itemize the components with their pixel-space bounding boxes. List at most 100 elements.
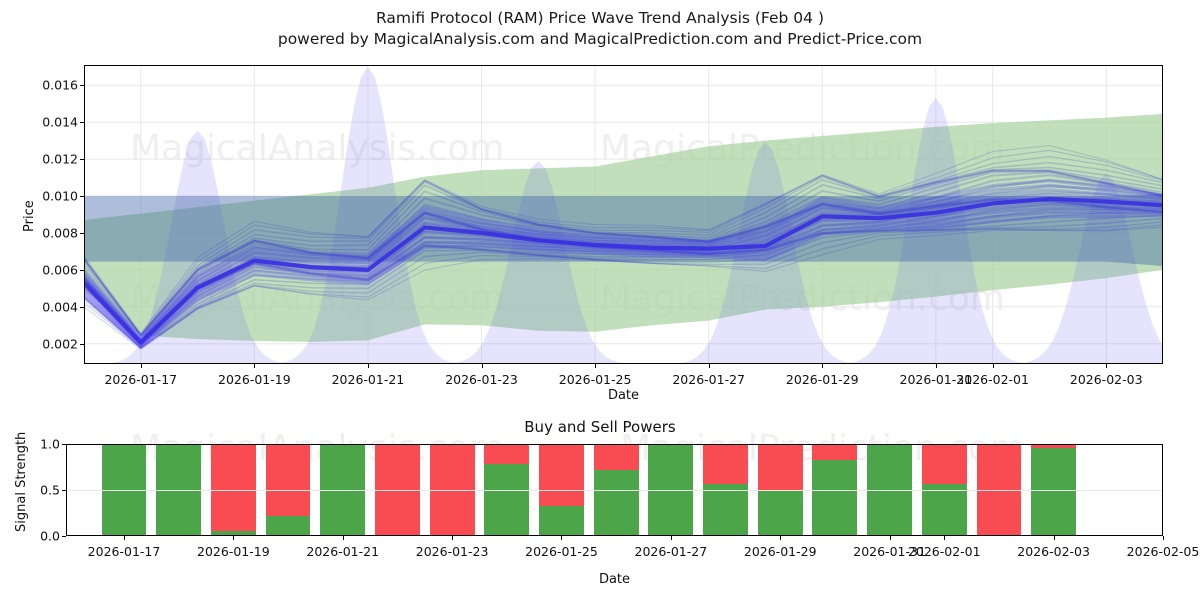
price-x-tick-mark [1106, 364, 1108, 368]
price-x-tick-mark [367, 364, 369, 368]
price-x-tick-label: 2026-02-01 [956, 372, 1029, 387]
price-plot-area [84, 65, 1163, 364]
bar-stack[interactable] [265, 444, 311, 536]
buy-sell-x-tick-mark [342, 536, 344, 540]
sell-power-segment [1031, 444, 1077, 448]
price-x-axis-title: Date [607, 388, 640, 403]
buy-sell-x-tick-label: 2026-01-25 [525, 544, 598, 559]
bar-stack[interactable] [757, 444, 803, 536]
buy-sell-title: Buy and Sell Powers [524, 418, 676, 436]
price-x-tick-label: 2026-02-03 [1069, 372, 1143, 387]
price-x-tick-label: 2026-01-17 [104, 372, 178, 387]
price-x-tick-mark [822, 364, 824, 368]
price-y-tick-label: 0.004 [42, 299, 78, 315]
buy-sell-x-tick-label: 2026-01-27 [634, 544, 708, 559]
price-wave-chart: MagicalAnalysis.com MagicalPrediction.co… [22, 65, 1163, 403]
price-x-tick-mark [992, 364, 994, 368]
price-x-tick-mark [481, 364, 483, 368]
price-x-tick-label: 2026-01-23 [445, 372, 518, 387]
buy-power-segment [593, 469, 639, 536]
price-y-tick-label: 0.014 [42, 114, 78, 130]
buy-power-segment [210, 531, 256, 536]
sell-power-segment [593, 444, 639, 470]
sell-power-segment [539, 444, 584, 506]
price-plot-frame [84, 65, 1163, 364]
price-x-tick-mark [595, 364, 597, 368]
buy-sell-x-tick-label: 2026-01-17 [87, 544, 161, 559]
buy-sell-x-tick-mark [1053, 536, 1055, 540]
sell-power-segment [265, 444, 311, 516]
price-y-tick-label: 0.002 [42, 336, 78, 352]
buy-sell-x-tick-mark [780, 536, 782, 540]
buy-sell-gridline [66, 490, 1163, 491]
buy-sell-x-tick-mark [944, 536, 946, 540]
price-x-tick-mark [254, 364, 256, 368]
buy-power-segment [812, 459, 858, 536]
buy-sell-x-tick-mark [561, 536, 563, 540]
buy-sell-x-tick-label: 2026-01-23 [415, 544, 489, 559]
sell-power-segment [921, 444, 967, 485]
buy-sell-plot-frame [66, 444, 1163, 536]
buy-sell-x-tick-label: 2026-02-01 [907, 544, 981, 559]
buy-sell-x-tick-mark [124, 536, 125, 540]
buy-sell-x-tick-mark [1163, 536, 1164, 540]
price-x-tick-label: 2026-01-29 [785, 372, 859, 387]
bar-stack[interactable] [539, 444, 584, 536]
price-y-tick-mark [80, 159, 84, 161]
bar-stack[interactable] [484, 444, 530, 536]
price-y-tick-mark [80, 122, 84, 124]
price-x-tick-mark [140, 364, 142, 368]
price-y-tick-mark [80, 343, 84, 345]
buy-sell-powers-chart: Buy and Sell Powers MagicalAnalysis.com … [0, 400, 1200, 600]
bar-stack[interactable] [210, 444, 256, 536]
price-x-tick-mark [708, 364, 710, 368]
buy-sell-y-tick-label: 1.0 [40, 436, 60, 452]
buy-sell-y-tick-mark [62, 536, 66, 537]
bar-stack[interactable] [703, 444, 748, 536]
buy-power-segment [921, 484, 967, 536]
buy-sell-x-tick-mark [889, 536, 891, 540]
price-y-axis-title: Price [22, 200, 37, 232]
page-title: Ramifi Protocol (RAM) Price Wave Trend A… [375, 9, 824, 27]
buy-power-segment [484, 464, 530, 536]
sell-power-segment [210, 444, 256, 532]
buy-sell-x-tick-mark [670, 536, 672, 540]
buy-sell-y-axis-title: Signal Strength [14, 431, 29, 532]
price-y-tick-mark [80, 269, 84, 271]
buy-sell-y-tick-label: 0.0 [40, 528, 60, 544]
buy-sell-x-tick-label: 2026-02-03 [1017, 544, 1090, 559]
sell-power-segment [484, 444, 530, 465]
buy-sell-y-tick-mark [62, 490, 66, 491]
buy-sell-plot-area [66, 444, 1163, 536]
buy-sell-x-tick-mark [233, 536, 235, 540]
buy-sell-x-tick-label: 2026-01-21 [306, 544, 380, 559]
bar-stack[interactable] [1031, 444, 1077, 536]
price-y-tick-mark [80, 196, 84, 198]
bar-stack[interactable] [921, 444, 967, 536]
buy-sell-x-tick-label: 2026-01-29 [743, 544, 817, 559]
price-y-tick-label: 0.016 [42, 77, 78, 93]
price-x-tick-label: 2026-01-31 [899, 372, 973, 387]
price-y-tick-mark [80, 85, 84, 87]
price-y-tick-label: 0.006 [42, 262, 78, 278]
buy-power-segment [539, 505, 584, 536]
bar-stack[interactable] [812, 444, 858, 536]
sell-power-segment [812, 444, 858, 460]
buy-sell-x-tick-label: 2026-01-19 [197, 544, 270, 559]
buy-sell-y-tick-label: 0.5 [40, 482, 60, 498]
buy-power-segment [757, 490, 803, 536]
buy-sell-x-axis-title: Date [598, 572, 631, 587]
price-y-tick-label: 0.008 [42, 225, 78, 241]
title-block: Ramifi Protocol (RAM) Price Wave Trend A… [0, 8, 1200, 50]
price-wave-svg [84, 65, 1163, 364]
price-x-tick-label: 2026-01-19 [218, 372, 291, 387]
sell-power-segment [757, 444, 803, 491]
bar-stack[interactable] [593, 444, 639, 536]
page-subtitle: powered by MagicalAnalysis.com and Magic… [277, 30, 923, 48]
price-x-tick-mark [935, 364, 937, 368]
price-y-tick-mark [80, 232, 84, 234]
buy-power-segment [703, 484, 748, 536]
price-y-tick-mark [80, 306, 84, 308]
buy-sell-y-tick-mark [62, 444, 66, 445]
